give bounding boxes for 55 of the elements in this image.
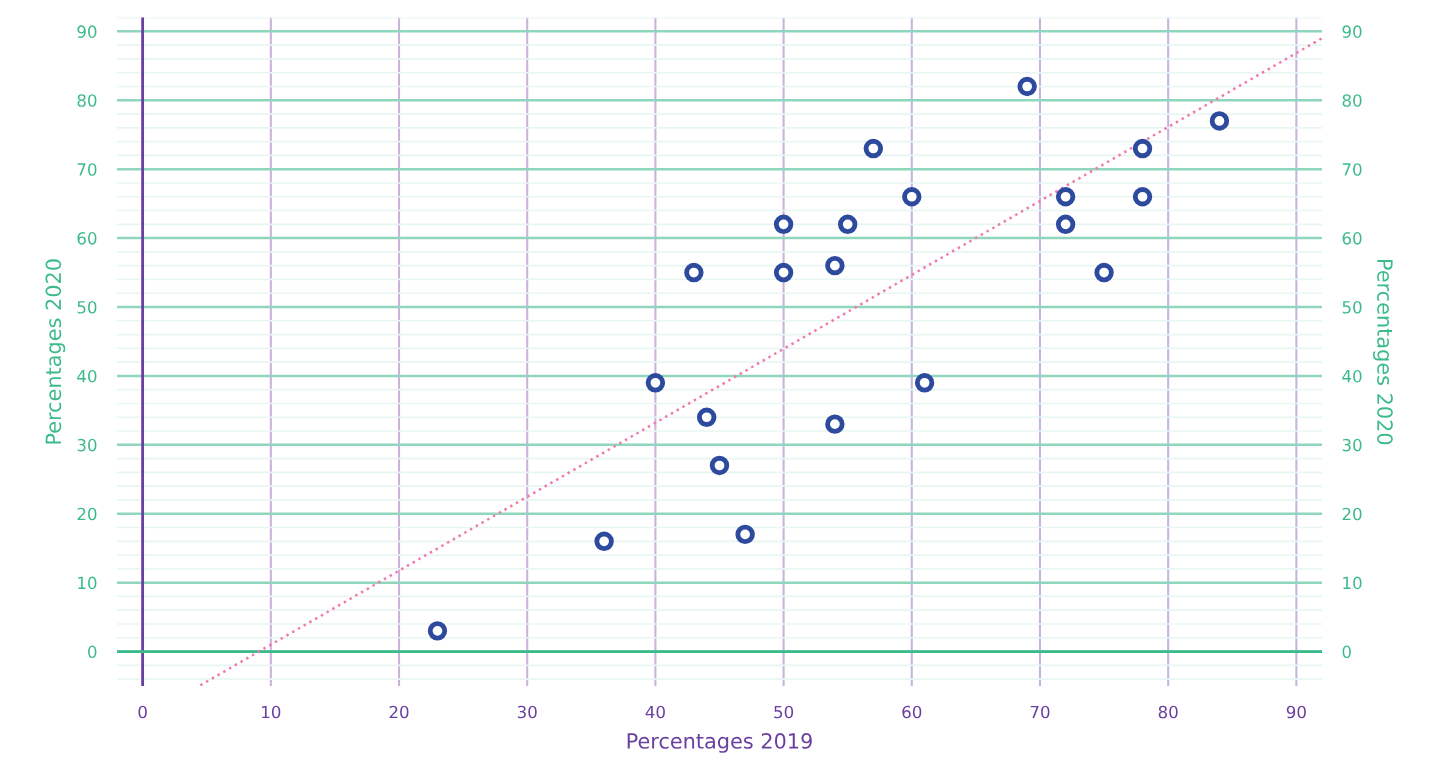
- x-axis-title: Percentages 2019: [627, 733, 812, 753]
- point: [1094, 262, 1114, 283]
- y-tick-label: 10: [78, 576, 97, 590]
- point: [427, 621, 448, 641]
- x-tick-label: 40: [645, 705, 665, 719]
- point: [684, 262, 704, 283]
- point: [825, 414, 845, 434]
- point: [773, 262, 794, 283]
- x-tick-label: 0: [138, 705, 147, 719]
- point: [594, 531, 614, 552]
- y2-tick-label: 40: [1342, 369, 1362, 383]
- point: [735, 524, 755, 545]
- y-tick-label: 20: [77, 507, 97, 521]
- y-tick-label: 0: [88, 645, 97, 659]
- y-tick-label: 70: [77, 163, 97, 176]
- point: [773, 214, 794, 235]
- y-tick-label: 40: [77, 369, 97, 383]
- y-tick-label: 80: [77, 94, 97, 107]
- y2-tick-label: 0: [1342, 645, 1351, 659]
- x-tick-label: 90: [1286, 705, 1306, 719]
- y2-tick-label: 50: [1342, 300, 1362, 314]
- y2-tick-label: 20: [1342, 507, 1362, 521]
- point: [863, 138, 884, 159]
- point: [1132, 187, 1153, 207]
- y-tick-label: 30: [77, 438, 97, 452]
- x-tick-label: 20: [389, 705, 409, 719]
- point: [825, 255, 845, 276]
- point: [1017, 76, 1037, 97]
- point: [709, 455, 730, 476]
- point: [696, 407, 717, 427]
- point: [837, 214, 858, 235]
- y2-tick-label: 70: [1342, 163, 1362, 176]
- y2-axis-title: Percentages 2020: [1373, 260, 1393, 445]
- y2-tick-label: 10: [1343, 576, 1362, 590]
- y2-tick-label: 90: [1342, 25, 1362, 38]
- point: [914, 373, 935, 393]
- point: [1055, 187, 1076, 207]
- x-tick-label: 70: [1030, 705, 1050, 719]
- point: [1209, 111, 1230, 131]
- x-tick-label: 80: [1158, 705, 1178, 719]
- x-tick-label: 50: [774, 705, 794, 719]
- x-tick-label: 30: [517, 705, 537, 719]
- y-tick-label: 90: [77, 25, 97, 38]
- x-tick-label: 60: [902, 705, 922, 719]
- y-tick-label: 50: [77, 300, 97, 314]
- y2-tick-label: 80: [1342, 94, 1362, 107]
- x-tick-label: 10: [262, 705, 281, 719]
- point: [645, 373, 666, 393]
- point: [1055, 214, 1076, 235]
- point: [902, 187, 922, 207]
- y-axis-title: Percentages 2020: [45, 259, 66, 444]
- y2-tick-label: 30: [1342, 438, 1362, 452]
- y2-tick-label: 60: [1342, 232, 1362, 245]
- point: [1132, 138, 1153, 159]
- y-tick-label: 60: [77, 232, 97, 245]
